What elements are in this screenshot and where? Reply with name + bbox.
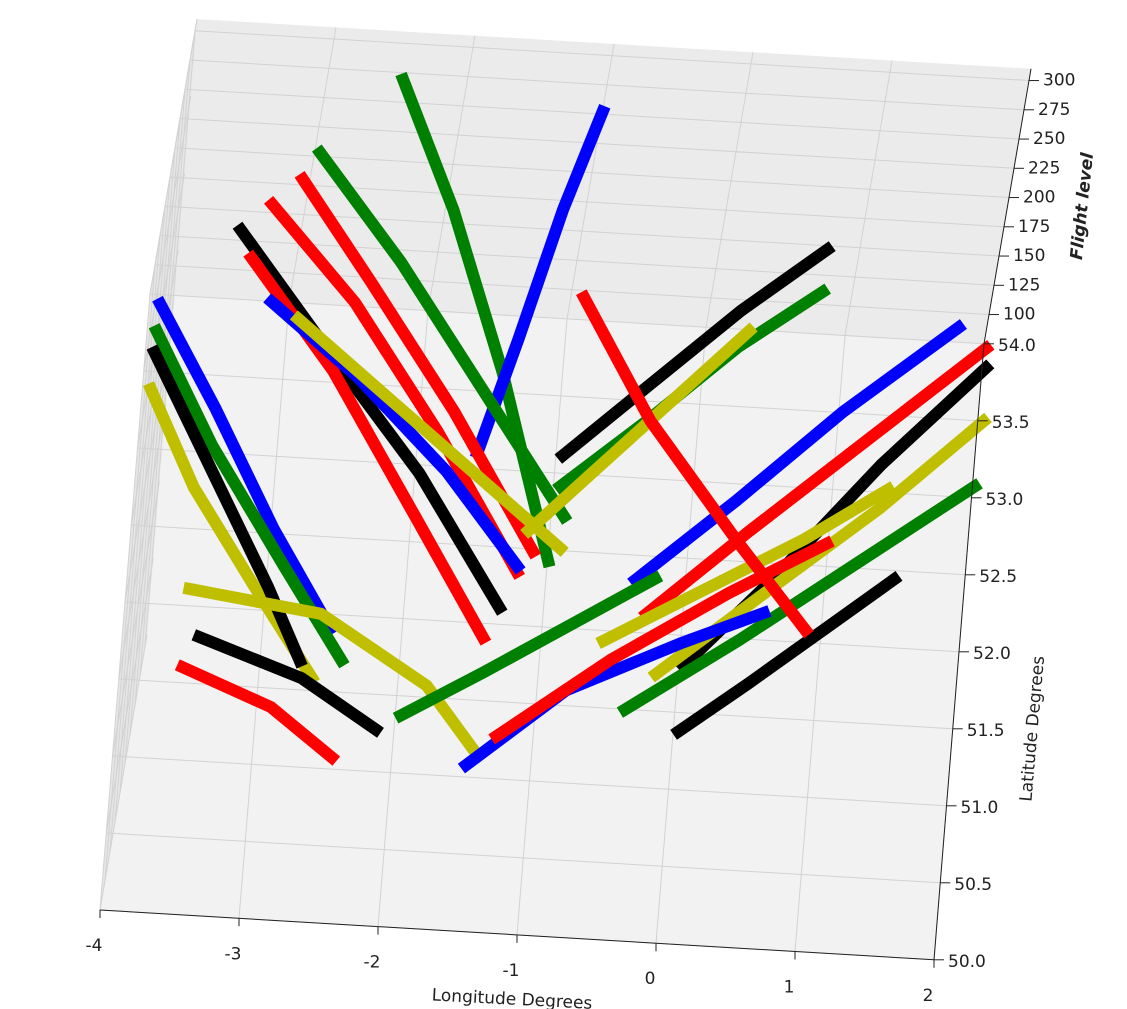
x-tick-label: -3 [225,944,242,964]
grid-line [154,264,990,316]
trajectory [392,570,664,724]
grid-line [137,447,972,499]
trajectory [395,71,556,569]
grid-line [189,59,1025,111]
grid-line [129,118,181,735]
trajectory [311,144,573,525]
grid-line [705,52,754,328]
trajectory [289,310,569,557]
x-tick-label: -2 [364,953,381,973]
grid-line [124,147,176,764]
y-tick-label: 50.0 [948,952,986,972]
trajectory [174,659,341,766]
grid-line [119,176,171,794]
x-tick-label: 0 [645,969,656,989]
z-tick-label: 150 [1013,246,1045,266]
x-axis-line [99,909,935,961]
x-tick-label: 2 [923,986,934,1006]
z-tick-label: 100 [1003,305,1035,325]
grid-line [164,205,1000,257]
trajectory [146,344,308,669]
grid-line [144,30,196,647]
y-tick-label: 53.0 [986,490,1024,510]
grid-line [566,43,615,319]
z-tick-label: 300 [1043,71,1075,91]
trajectory [182,581,482,758]
grid-line [112,755,947,807]
trajectories [143,71,995,774]
y-axis-line [933,343,985,960]
y-tick-label: 52.0 [973,644,1011,664]
trajectory [264,195,525,580]
z-tick-label: 225 [1028,158,1060,178]
grid [99,18,1032,961]
trajectory [191,629,384,738]
z-tick-label: 175 [1018,217,1050,237]
trajectory [520,322,758,539]
x-axis-label: Longitude Degrees [431,985,593,1009]
grid-line [288,27,337,303]
grid-line [174,147,1010,199]
grid-line [179,118,1015,169]
y-tick-label: 50.5 [954,875,992,895]
grid-line [844,60,893,336]
trajectory [554,241,836,464]
z-axis-line [983,68,1032,344]
trajectory [469,103,611,460]
grid-line [106,832,941,884]
trajectory [616,478,983,718]
trajectory [638,339,995,623]
x-tick-label: -4 [86,936,103,956]
y-tick-label: 52.5 [979,567,1017,587]
z-tick-label: 275 [1038,100,1070,120]
grid-line [109,235,161,852]
y-tick-label: 51.5 [967,721,1005,741]
grid-line [99,634,148,911]
trajectory [488,535,835,745]
trajectory [576,289,814,639]
trajectory [627,319,967,589]
z-tick-label: 200 [1023,188,1055,208]
x-tick-label: -1 [503,961,520,981]
grid-line [194,30,1030,82]
y-tick-label: 51.0 [961,798,999,818]
trajectory [670,571,903,740]
grid-line [104,264,156,881]
axes: -4 -3 -2 -1 0 1 2 50.0 50.5 51.0 51.5 52.0 52.5 53.0 5… [86,68,1098,1009]
grid-line [427,35,476,311]
trajectory [152,295,339,637]
z-tick-label: 125 [1008,275,1040,295]
y-axis-label: Latitude Degrees [1016,655,1049,802]
z-tick-label: 250 [1033,129,1065,149]
trajectory [232,221,508,616]
x-tick-label: 1 [784,978,795,998]
z-axis-label: Flight level [1067,151,1098,261]
y-tick-label: 54.0 [998,336,1036,356]
y-tick-label: 53.5 [992,413,1030,433]
